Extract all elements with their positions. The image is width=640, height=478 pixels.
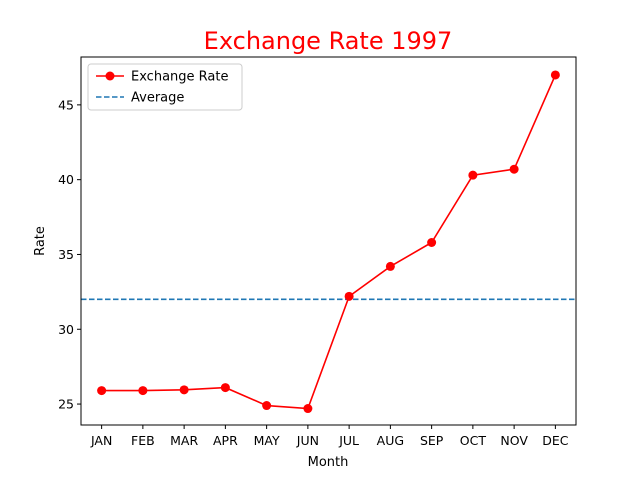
legend-series-label: Exchange Rate	[131, 70, 228, 85]
data-point-aug	[385, 261, 395, 271]
x-tick-label: MAR	[170, 433, 198, 448]
y-tick-label: 35	[58, 247, 74, 262]
data-point-sep	[427, 237, 437, 247]
data-point-jun	[303, 404, 313, 414]
x-tick-label: SEP	[420, 433, 444, 448]
x-tick-label: JUN	[296, 433, 319, 448]
data-point-nov	[509, 164, 519, 174]
data-point-may	[262, 401, 272, 411]
data-point-apr	[220, 383, 230, 393]
y-axis-label: Rate	[33, 226, 48, 256]
x-axis-label: Month	[308, 455, 349, 470]
x-tick-label: AUG	[377, 433, 404, 448]
x-tick-label: APR	[213, 433, 238, 448]
data-point-oct	[468, 170, 478, 180]
x-tick-label: OCT	[460, 433, 487, 448]
chart-title: Exchange Rate 1997	[204, 27, 453, 55]
x-tick-label: JUL	[338, 433, 359, 448]
legend-series-marker	[105, 71, 115, 81]
data-point-jan	[97, 386, 107, 396]
data-point-feb	[138, 386, 148, 396]
y-tick-label: 25	[58, 397, 74, 412]
y-tick-label: 30	[58, 322, 74, 337]
legend-average-label: Average	[131, 91, 184, 106]
data-point-dec	[550, 70, 560, 80]
plot-frame	[80, 56, 577, 426]
legend: Exchange Rate Average	[87, 63, 243, 111]
y-tick-label: 45	[58, 97, 74, 112]
x-tick-label: MAY	[254, 433, 280, 448]
x-tick-label: DEC	[542, 433, 569, 448]
x-tick-label: NOV	[500, 433, 528, 448]
x-tick-label: JAN	[90, 433, 112, 448]
data-point-jul	[344, 291, 354, 301]
series-line-0	[101, 74, 557, 410]
y-tick-label: 40	[58, 172, 74, 187]
legend-box	[87, 63, 243, 111]
data-point-mar	[179, 385, 189, 395]
x-tick-label: FEB	[131, 433, 155, 448]
